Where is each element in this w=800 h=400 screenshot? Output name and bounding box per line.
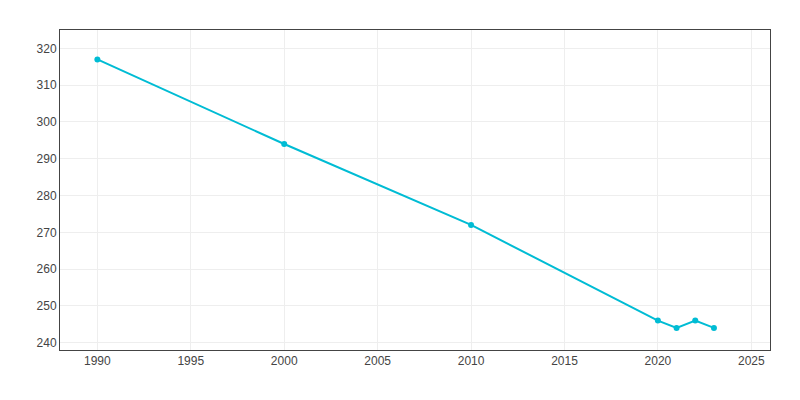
svg-text:280: 280 (37, 189, 57, 203)
svg-text:2015: 2015 (551, 354, 578, 368)
svg-text:1995: 1995 (177, 354, 204, 368)
svg-text:1990: 1990 (84, 354, 111, 368)
svg-text:310: 310 (37, 78, 57, 92)
svg-text:250: 250 (37, 299, 57, 313)
svg-text:2025: 2025 (738, 354, 765, 368)
svg-text:2005: 2005 (364, 354, 391, 368)
svg-text:2000: 2000 (271, 354, 298, 368)
svg-text:240: 240 (37, 336, 57, 350)
svg-text:300: 300 (37, 115, 57, 129)
svg-text:260: 260 (37, 262, 57, 276)
svg-text:2020: 2020 (645, 354, 672, 368)
svg-text:320: 320 (37, 42, 57, 56)
svg-text:2010: 2010 (458, 354, 485, 368)
svg-text:290: 290 (37, 152, 57, 166)
svg-text:270: 270 (37, 226, 57, 240)
